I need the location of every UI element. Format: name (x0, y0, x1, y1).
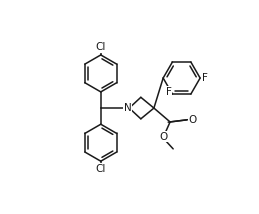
Text: Cl: Cl (96, 42, 106, 52)
Text: F: F (202, 73, 208, 83)
Text: N: N (124, 103, 132, 113)
Text: O: O (188, 115, 197, 125)
Text: Cl: Cl (96, 164, 106, 174)
Text: F: F (166, 87, 171, 97)
Text: O: O (160, 132, 168, 141)
